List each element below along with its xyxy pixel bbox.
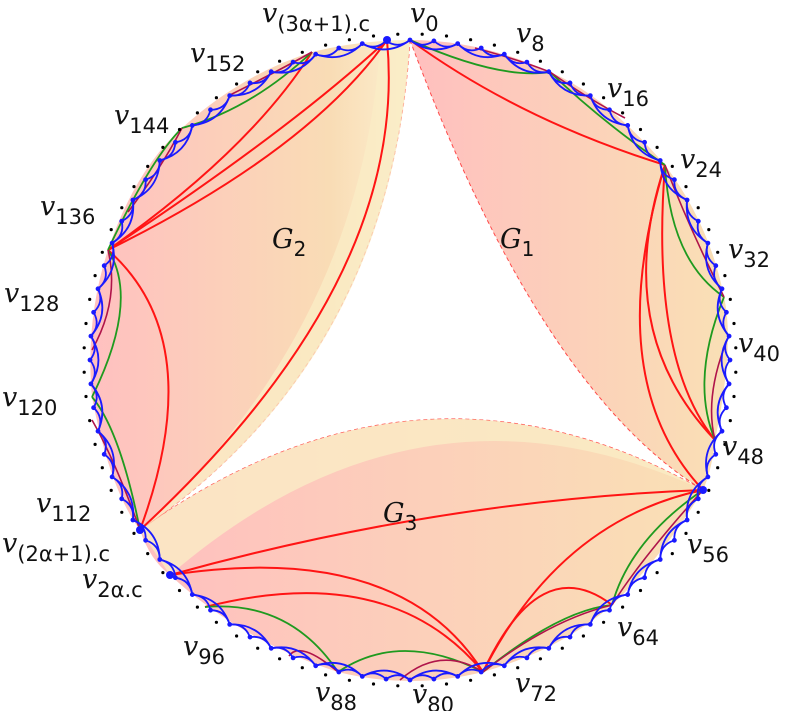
vertex-v2a1c — [136, 526, 144, 534]
vertex-label-v40: v40 — [738, 328, 780, 366]
vertex-label-v2ac: v2α.c — [82, 564, 143, 602]
region-g2-fill — [90, 40, 410, 530]
region-label-g3: G3 — [383, 498, 417, 535]
vertex-label-v2a1c: v(2α+1).c — [2, 528, 110, 566]
region-label-g1: G1 — [500, 224, 534, 261]
vertex-label-v48: v48 — [722, 431, 764, 469]
vertex-label-v112: v112 — [36, 488, 91, 526]
vertex-label-v32: v32 — [728, 234, 770, 272]
highlighted-vertices — [136, 36, 707, 579]
red-geodesics — [107, 39, 716, 673]
band-g3-cream — [140, 418, 703, 575]
vertex-label-v64: v64 — [617, 612, 659, 650]
vertex-label-v16: v16 — [607, 73, 649, 111]
band-g2-cream — [140, 40, 410, 530]
vertex-label-v72: v72 — [515, 668, 557, 706]
vertex-label-v152: v152 — [190, 38, 245, 76]
vertex-label-v136: v136 — [40, 191, 95, 229]
vertex-label-v24: v24 — [680, 144, 722, 182]
vertex-label-v96: v96 — [183, 631, 225, 669]
vertex-v3a1c — [383, 36, 391, 44]
vertex-label-v144: v144 — [114, 100, 169, 138]
vertex-label-v8: v8 — [516, 18, 545, 56]
vertex-label-v0: v0 — [410, 0, 439, 36]
vertex-label-v3a1c: v(3α+1).c — [262, 0, 370, 36]
vertex-label-v120: v120 — [2, 382, 57, 420]
boundary-dots — [82, 32, 738, 688]
vertex-label-v128: v128 — [4, 278, 59, 316]
boundary-scallops — [87, 37, 733, 683]
vertex-v56 — [699, 486, 707, 494]
vertex-label-v56: v56 — [687, 529, 729, 567]
vertex-label-v88: v88 — [315, 677, 357, 711]
vertex-v2ac — [166, 571, 174, 579]
